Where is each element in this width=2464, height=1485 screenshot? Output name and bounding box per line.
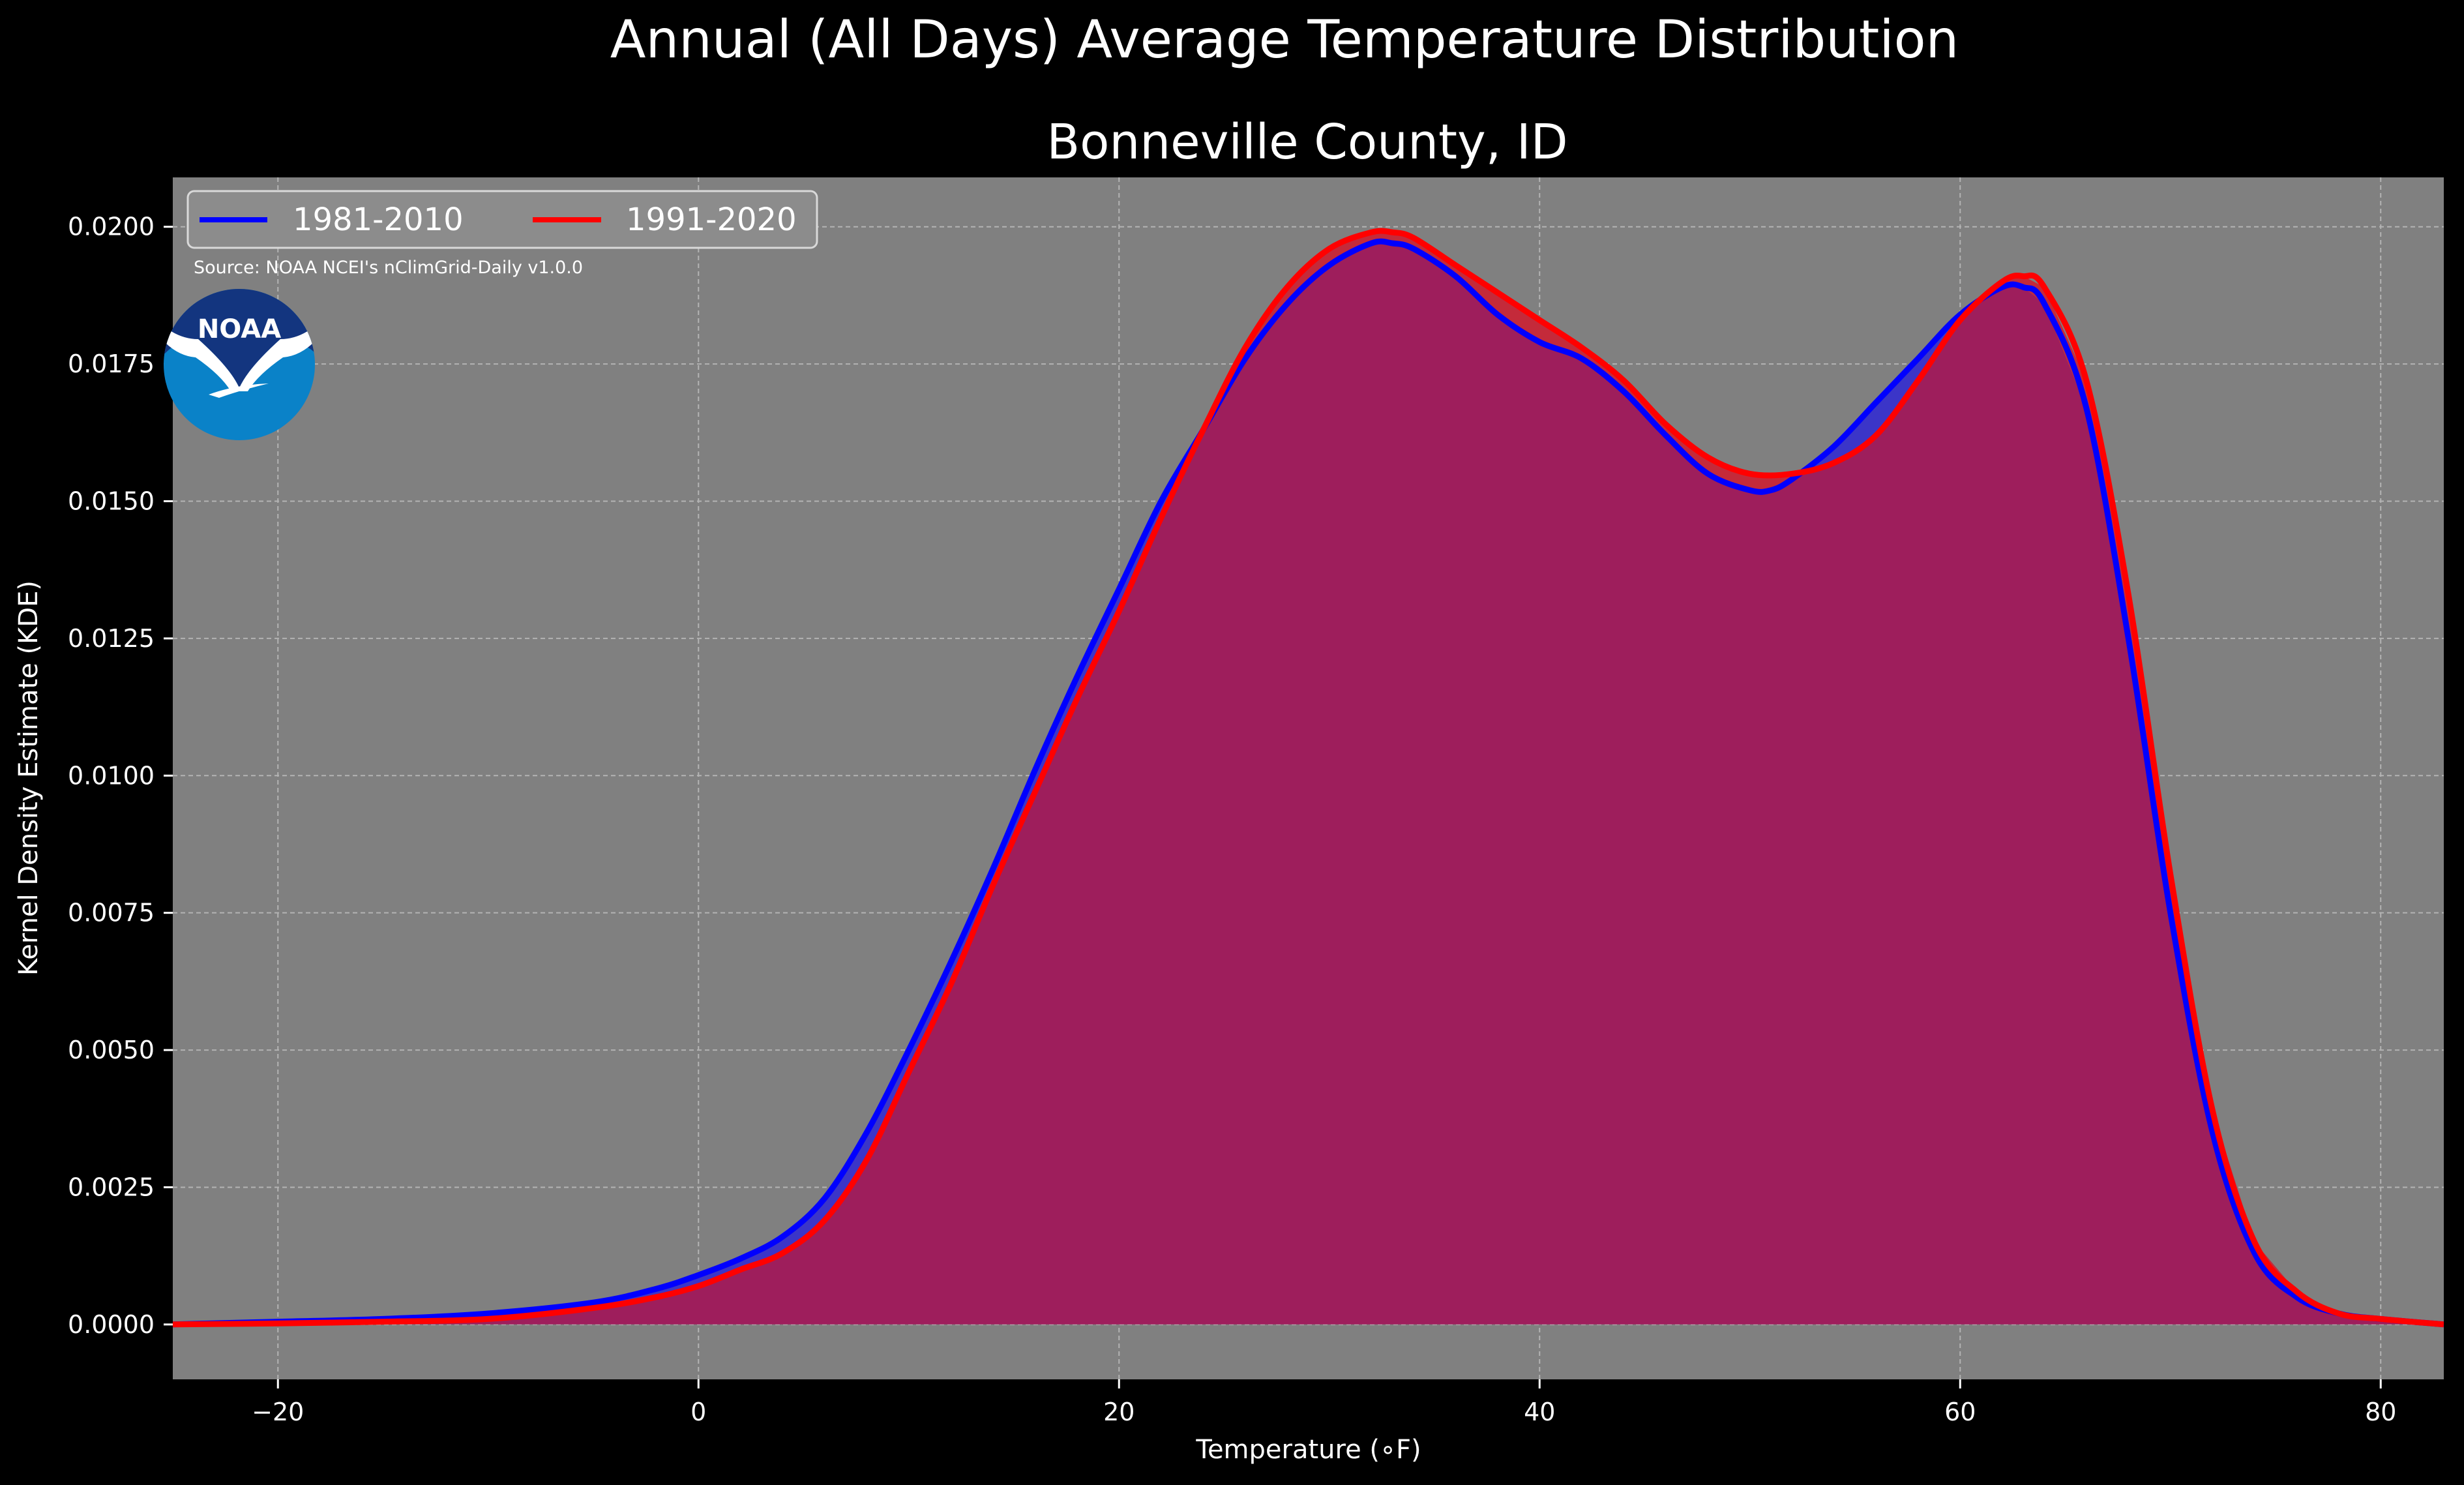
- figure-suptitle: Annual (All Days) Average Temperature Di…: [610, 9, 1959, 70]
- noaa-logo-icon: NOAA: [164, 289, 315, 440]
- legend-frame: [186, 190, 818, 249]
- series-line-1981-2010: [173, 238, 2444, 1328]
- y-axis-label: Kernel Density Estimate (KDE): [14, 580, 44, 976]
- series-overlap-fill: [173, 243, 2444, 1325]
- y-tick-label: 0.0025: [68, 1173, 155, 1201]
- x-tick-label: 20: [1103, 1398, 1135, 1426]
- x-tick-label: 40: [1524, 1398, 1555, 1426]
- x-tick-label: 80: [2365, 1398, 2396, 1426]
- legend-label-1981-2010: 1981-2010: [293, 202, 464, 238]
- x-tick-label: −20: [252, 1398, 304, 1426]
- y-tick-label: 0.0125: [68, 624, 155, 653]
- x-axis-label: Temperature (∘F): [1195, 1435, 1421, 1465]
- noaa-logo-text: NOAA: [198, 314, 281, 344]
- legend-label-1991-2020: 1991-2020: [626, 202, 797, 238]
- y-tick-label: 0.0150: [68, 487, 155, 516]
- y-tick-label: 0.0000: [68, 1310, 155, 1339]
- series-line-1991-2020: [173, 228, 2444, 1328]
- y-tick-label: 0.0200: [68, 213, 155, 241]
- axis-ticks: −20 0 20 40 60 80 0.0000 0.0025 0.0050 0.0075 0.01…: [68, 213, 2396, 1426]
- x-tick-label: 60: [1944, 1398, 1976, 1426]
- y-tick-label: 0.0050: [68, 1036, 155, 1064]
- y-tick-label: 0.0175: [68, 350, 155, 378]
- x-tick-label: 0: [690, 1398, 706, 1426]
- legend: 1981-2010 1991-2020: [186, 190, 818, 249]
- chart-title: Bonneville County, ID: [1046, 114, 1567, 170]
- y-tick-label: 0.0100: [68, 761, 155, 790]
- y-tick-label: 0.0075: [68, 899, 155, 927]
- source-note: Source: NOAA NCEI's nClimGrid-Daily v1.0…: [194, 258, 583, 278]
